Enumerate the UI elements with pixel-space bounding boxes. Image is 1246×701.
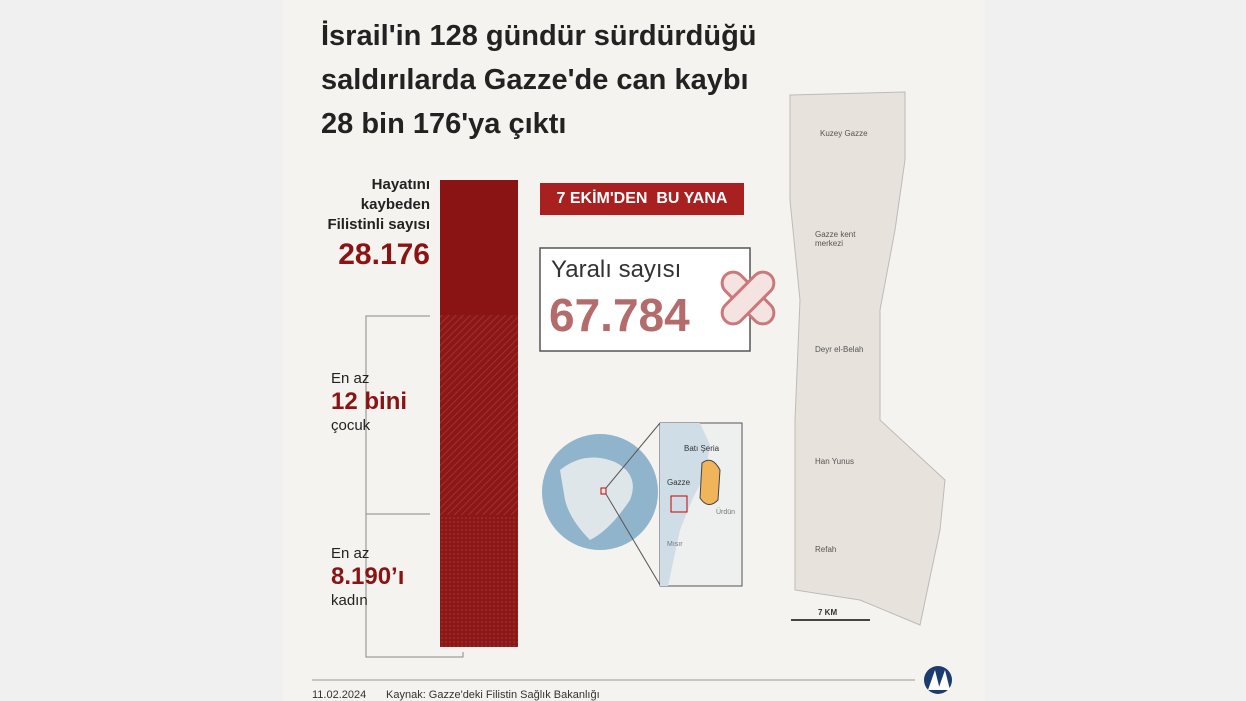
wounded-box xyxy=(539,247,751,352)
wounded-label: Yaralı sayısı xyxy=(551,256,682,283)
prefix: En az xyxy=(331,370,370,387)
scale-label: 7 KM xyxy=(818,608,838,617)
map-label: Batı Şeria xyxy=(684,444,720,453)
connector xyxy=(605,422,661,489)
prefix: En az xyxy=(331,545,370,562)
children-block: En az 12 bini çocuk xyxy=(331,370,407,434)
bar-total xyxy=(440,180,518,315)
connector xyxy=(605,493,661,586)
west-bank xyxy=(699,459,721,505)
killed-label: Hayatını kaybeden Filistinli sayısı 28.1… xyxy=(327,175,430,275)
region-label: Refah xyxy=(815,545,837,554)
map-label: Ürdün xyxy=(716,509,736,516)
region-label: Kuzey Gazze xyxy=(820,129,868,138)
women-value: 8.190’ı xyxy=(331,563,405,590)
title-line: saldırılarda Gazze'de can kaybı xyxy=(321,64,749,96)
label-line: Hayatını xyxy=(371,176,430,193)
label-line: kaybeden xyxy=(360,196,430,213)
title-line: 28 bin 176'ya çıktı xyxy=(321,108,567,140)
globe-marker xyxy=(600,487,607,495)
map-label: Gazze xyxy=(667,478,691,487)
source: Kaynak: Gazze'deki Filistin Sağlık Bakan… xyxy=(386,689,600,701)
region-label: Han Yunus xyxy=(815,457,854,466)
bar-children xyxy=(440,315,518,515)
region-label: Deyr el-Belah xyxy=(815,345,864,354)
brackets xyxy=(365,315,464,658)
children-value: 12 bini xyxy=(331,388,408,415)
label-line: Filistinli sayısı xyxy=(327,216,430,233)
title-line: İsrail'in 128 gündür sürdürdüğü xyxy=(321,20,757,52)
title: İsrail'in 128 gündür sürdürdüğü saldırıl… xyxy=(321,14,757,146)
gaza-marker xyxy=(670,495,688,513)
gaza-map xyxy=(789,91,946,626)
killed-value: 28.176 xyxy=(338,238,430,271)
women-block: En az 8.190’ı kadın xyxy=(331,545,404,609)
badge-bg xyxy=(540,183,744,215)
suffix: kadın xyxy=(331,592,368,609)
date: 11.02.2024 xyxy=(312,689,367,701)
bandage-icon xyxy=(720,270,776,326)
badge: 7 EKİM'DEN BU YANA xyxy=(556,190,728,207)
aa-logo xyxy=(924,666,952,694)
suffix: çocuk xyxy=(331,417,371,434)
bar-women xyxy=(440,515,518,647)
sea xyxy=(660,423,710,586)
map-label: Mısır xyxy=(667,541,683,548)
region-label: Gazze kent merkezi xyxy=(815,230,856,248)
wounded-value: 67.784 xyxy=(549,289,690,341)
